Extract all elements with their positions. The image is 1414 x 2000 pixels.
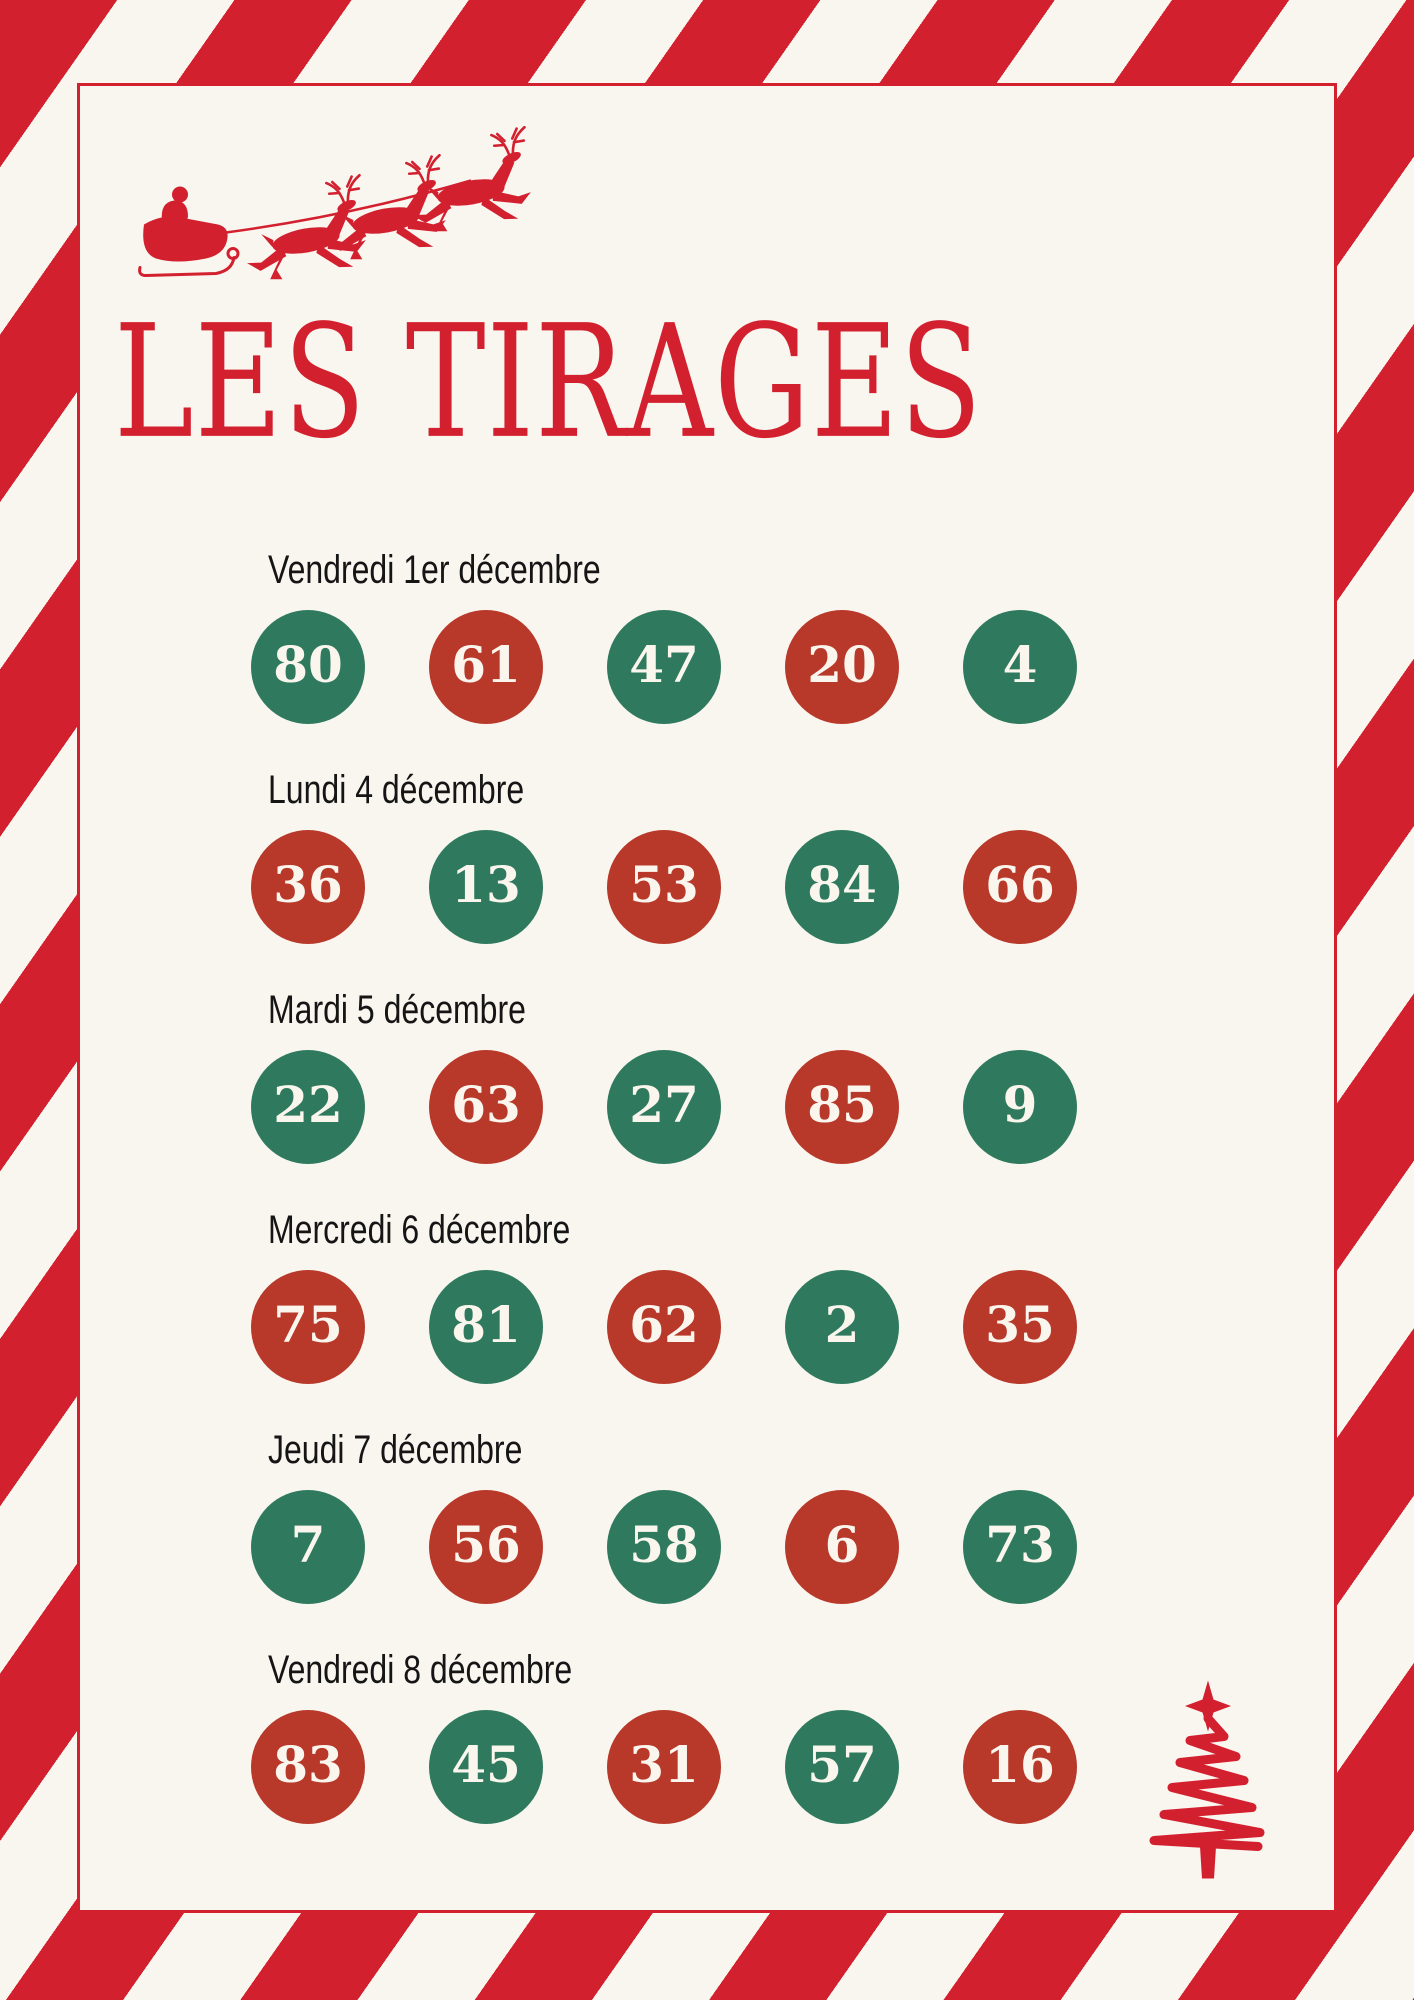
santa-sleigh-with-reindeer-icon <box>138 126 542 287</box>
draw-number-ball: 62 <box>607 1270 721 1384</box>
draw-number-ball: 83 <box>251 1710 365 1824</box>
draw-number-ball: 13 <box>429 830 543 944</box>
draw-date-label: Mercredi 6 décembre <box>268 1208 571 1252</box>
draw-date-label: Lundi 4 décembre <box>268 768 525 812</box>
draw-numbers-row: 36 13 53 84 66 <box>251 830 1077 944</box>
draw-section: Vendredi 8 décembre 83 45 31 57 16 <box>251 1648 1248 1868</box>
draw-number-ball: 61 <box>429 610 543 724</box>
draw-number-ball: 81 <box>429 1270 543 1384</box>
draw-number-ball: 56 <box>429 1490 543 1604</box>
draw-list: Vendredi 1er décembre 80 61 47 20 4 Lundi 4 dé… <box>251 548 1248 1868</box>
draw-numbers-row: 22 63 27 85 9 <box>251 1050 1077 1164</box>
draw-number-ball: 35 <box>963 1270 1077 1384</box>
poster-title: LES TIRAGES <box>114 292 983 474</box>
christmas-tree-icon <box>1149 1680 1265 1879</box>
draw-section: Lundi 4 décembre 36 13 53 84 66 <box>251 768 1248 988</box>
draw-section: Vendredi 1er décembre 80 61 47 20 4 <box>251 548 1248 768</box>
draw-number-ball: 22 <box>251 1050 365 1164</box>
draw-number-ball: 7 <box>251 1490 365 1604</box>
draw-number-ball: 20 <box>785 610 899 724</box>
draw-number-ball: 9 <box>963 1050 1077 1164</box>
poster-panel: LES TIRAGES Vendredi 1er décembre 80 61 47 2… <box>77 83 1337 1913</box>
draw-number-ball: 31 <box>607 1710 721 1824</box>
draw-section: Mercredi 6 décembre 75 81 62 2 35 <box>251 1208 1248 1428</box>
draw-number-ball: 85 <box>785 1050 899 1164</box>
draw-section: Jeudi 7 décembre 7 56 58 6 73 <box>251 1428 1248 1648</box>
draw-date-label: Vendredi 8 décembre <box>268 1648 573 1692</box>
draw-number-ball: 47 <box>607 610 721 724</box>
draw-number-ball: 63 <box>429 1050 543 1164</box>
draw-date-label: Jeudi 7 décembre <box>268 1428 523 1472</box>
draw-number-ball: 58 <box>607 1490 721 1604</box>
draw-number-ball: 57 <box>785 1710 899 1824</box>
draw-number-ball: 80 <box>251 610 365 724</box>
draw-numbers-row: 7 56 58 6 73 <box>251 1490 1077 1604</box>
draw-number-ball: 6 <box>785 1490 899 1604</box>
draw-number-ball: 2 <box>785 1270 899 1384</box>
draw-number-ball: 75 <box>251 1270 365 1384</box>
draw-number-ball: 53 <box>607 830 721 944</box>
draw-numbers-row: 75 81 62 2 35 <box>251 1270 1077 1384</box>
draw-number-ball: 84 <box>785 830 899 944</box>
draw-number-ball: 16 <box>963 1710 1077 1824</box>
draw-number-ball: 36 <box>251 830 365 944</box>
draw-numbers-row: 80 61 47 20 4 <box>251 610 1077 724</box>
draw-number-ball: 27 <box>607 1050 721 1164</box>
draw-number-ball: 73 <box>963 1490 1077 1604</box>
draw-number-ball: 4 <box>963 610 1077 724</box>
draw-date-label: Vendredi 1er décembre <box>268 548 601 592</box>
draw-section: Mardi 5 décembre 22 63 27 85 9 <box>251 988 1248 1208</box>
draw-date-label: Mardi 5 décembre <box>268 988 526 1032</box>
draw-number-ball: 66 <box>963 830 1077 944</box>
draw-numbers-row: 83 45 31 57 16 <box>251 1710 1077 1824</box>
draw-number-ball: 45 <box>429 1710 543 1824</box>
